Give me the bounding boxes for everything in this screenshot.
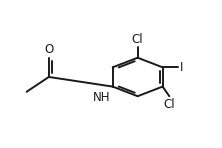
- Text: O: O: [44, 43, 54, 56]
- Text: I: I: [180, 61, 183, 74]
- Text: NH: NH: [93, 91, 110, 104]
- Text: Cl: Cl: [163, 98, 175, 111]
- Text: Cl: Cl: [132, 33, 143, 46]
